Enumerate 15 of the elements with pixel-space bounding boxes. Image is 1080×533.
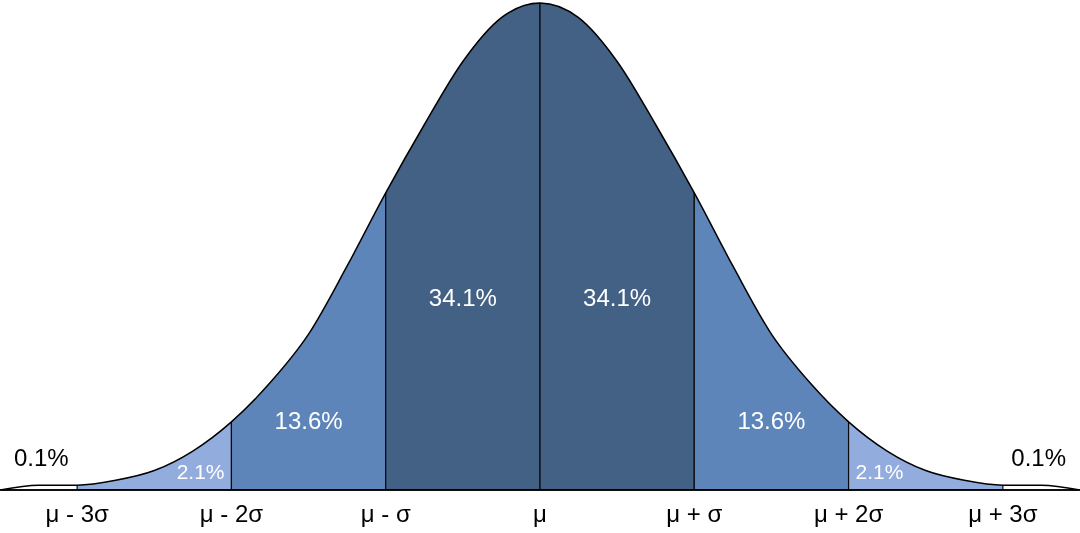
band-label: 2.1% (855, 459, 904, 483)
band-label: 34.1% (428, 284, 497, 312)
x-tick-label: μ + σ (666, 500, 723, 527)
band-label: 13.6% (737, 406, 806, 434)
x-tick-label: μ (533, 500, 547, 527)
x-tick-label: μ + 2σ (813, 500, 884, 527)
band-label: 2.1% (176, 459, 225, 483)
annotation: 0.1% (1011, 444, 1066, 471)
x-tick-label: μ + 3σ (968, 500, 1038, 527)
x-tick-label: μ - 3σ (45, 500, 109, 527)
annotation: 0.1% (14, 444, 69, 471)
band-label: 13.6% (274, 406, 343, 434)
x-tick-label: μ - σ (360, 500, 411, 527)
band-label: 34.1% (583, 284, 652, 312)
x-tick-label: μ - 2σ (199, 500, 264, 527)
